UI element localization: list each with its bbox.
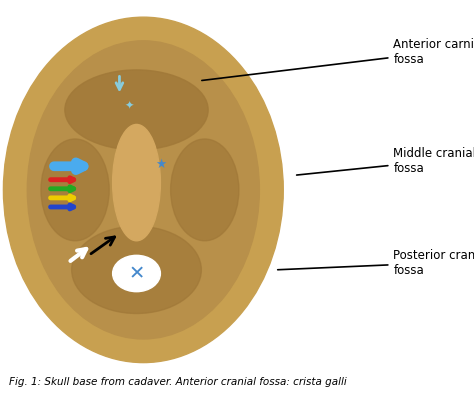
Ellipse shape [27,41,259,339]
Ellipse shape [113,124,160,241]
Text: ✕: ✕ [128,264,145,283]
Ellipse shape [65,70,208,150]
Text: Posterior cranial
fossa: Posterior cranial fossa [278,248,474,277]
Text: ✦: ✦ [125,101,134,111]
Text: Anterior carnial
fossa: Anterior carnial fossa [202,38,474,80]
Ellipse shape [113,255,160,292]
Ellipse shape [72,226,201,314]
Ellipse shape [171,139,239,241]
Text: Middle cranial
fossa: Middle cranial fossa [297,147,474,175]
Text: ★: ★ [155,158,166,171]
Text: Fig. 1: Skull base from cadaver. Anterior cranial fossa: crista galli: Fig. 1: Skull base from cadaver. Anterio… [9,377,347,387]
Ellipse shape [3,17,283,363]
Ellipse shape [41,139,109,241]
